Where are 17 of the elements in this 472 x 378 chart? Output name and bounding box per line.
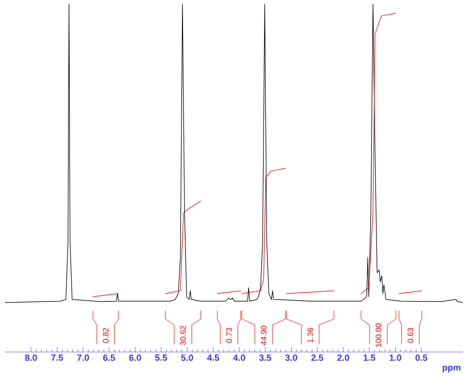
x-tick-label: 7.5 xyxy=(51,354,64,361)
x-tick-label: 6.5 xyxy=(103,354,116,361)
x-tick-label: 4.5 xyxy=(207,354,220,361)
x-tick-label: 3.0 xyxy=(285,354,298,361)
x-tick-label: 5.5 xyxy=(155,354,168,361)
x-tick-label: 8.0 xyxy=(25,354,37,361)
x-tick-label: 4.0 xyxy=(233,354,246,361)
x-tick-label: 0.5 xyxy=(415,354,428,361)
x-tick-label: 5.0 xyxy=(181,354,194,361)
x-tick-label: 2.0 xyxy=(337,354,350,361)
x-tick-label: 2.5 xyxy=(311,354,324,361)
x-axis-title: ppm xyxy=(442,366,460,372)
x-tick-label: 3.5 xyxy=(259,354,272,361)
x-tick-label: 7.0 xyxy=(77,354,89,361)
x-tick-label: 1.0 xyxy=(390,354,402,361)
x-tick-label: 6.0 xyxy=(129,354,141,361)
x-tick-label: 1.5 xyxy=(364,354,376,361)
